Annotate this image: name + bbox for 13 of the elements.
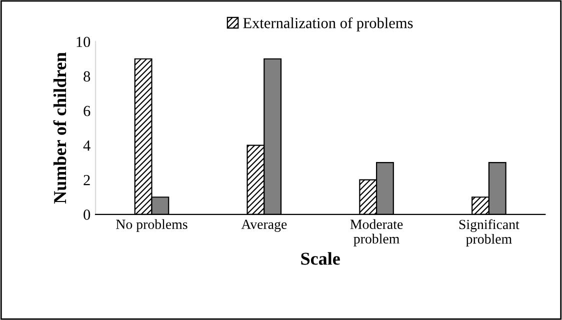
x-tick-label: Significant problem <box>459 219 520 247</box>
y-tick-label: 0 <box>84 210 90 220</box>
y-tick-label: 8 <box>84 71 90 82</box>
x-tick-label: Average <box>241 220 287 232</box>
legend-label: Externalization of problems <box>243 17 413 32</box>
y-tick-label: 10 <box>76 36 90 48</box>
x-tick-label: Moderate problem <box>350 219 403 246</box>
y-tick-label: 2 <box>84 175 90 186</box>
x-tick-label: No problems <box>116 219 188 232</box>
y-tick-label: 6 <box>84 106 90 116</box>
y-tick-label: 4 <box>83 140 90 151</box>
y-axis-title: Number of children <box>53 52 66 204</box>
x-axis-title: Scale <box>301 252 340 265</box>
